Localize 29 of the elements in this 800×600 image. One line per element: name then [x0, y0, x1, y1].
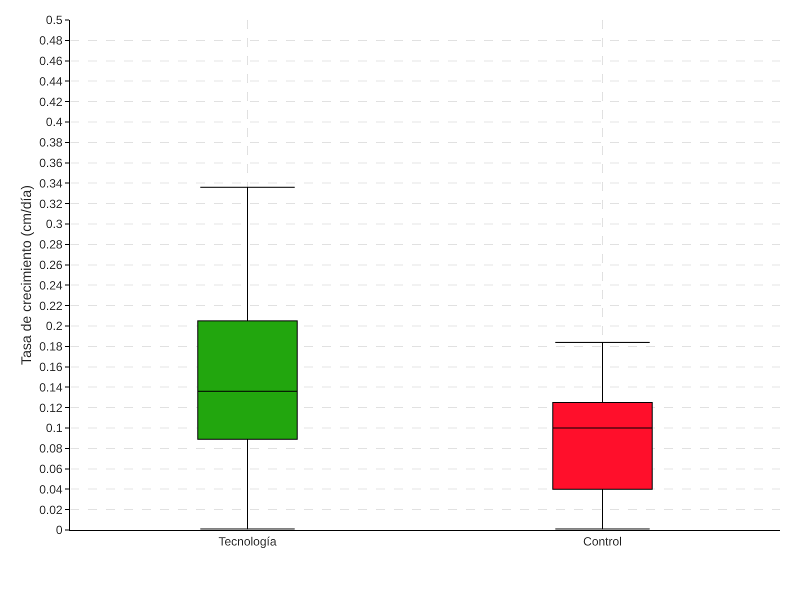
- x-tick-label: Control: [583, 534, 622, 548]
- y-tick-label: 0.5: [46, 13, 63, 28]
- y-tick-label: 0.26: [39, 258, 63, 272]
- y-tick-label: 0.08: [39, 442, 63, 456]
- y-tick-label: 0.38: [39, 136, 63, 150]
- y-tick-label: 0.3: [46, 217, 63, 232]
- y-tick-label: 0.22: [39, 298, 63, 313]
- y-tick-label: 0.14: [39, 380, 63, 394]
- y-tick-label: 0.48: [39, 34, 63, 48]
- y-tick-label: 0.18: [39, 340, 63, 354]
- y-tick-label: 0.42: [39, 94, 63, 109]
- y-tick-label: 0.34: [39, 176, 63, 190]
- y-tick-label: 0.28: [39, 238, 63, 252]
- y-tick-label: 0.1: [46, 421, 63, 436]
- y-tick-label: 0.4: [46, 115, 63, 130]
- y-axis-title: Tasa de crecimiento (cm/día): [18, 185, 34, 365]
- y-tick-label: 0.16: [39, 360, 63, 374]
- y-tick-label: 0.04: [39, 482, 63, 496]
- y-tick-label: 0.12: [39, 400, 63, 415]
- y-tick-label: 0.24: [39, 278, 63, 292]
- y-tick-label: 0.02: [39, 502, 63, 517]
- y-tick-label: 0.2: [46, 319, 63, 334]
- y-tick-label: 0: [56, 523, 63, 538]
- y-tick-label: 0.44: [39, 74, 63, 88]
- y-tick-label: 0.32: [39, 196, 63, 211]
- y-tick-label: 0.06: [39, 462, 63, 476]
- y-tick-label: 0.46: [39, 54, 63, 68]
- x-tick-label: Tecnología: [218, 534, 277, 548]
- y-tick-label: 0.36: [39, 156, 63, 170]
